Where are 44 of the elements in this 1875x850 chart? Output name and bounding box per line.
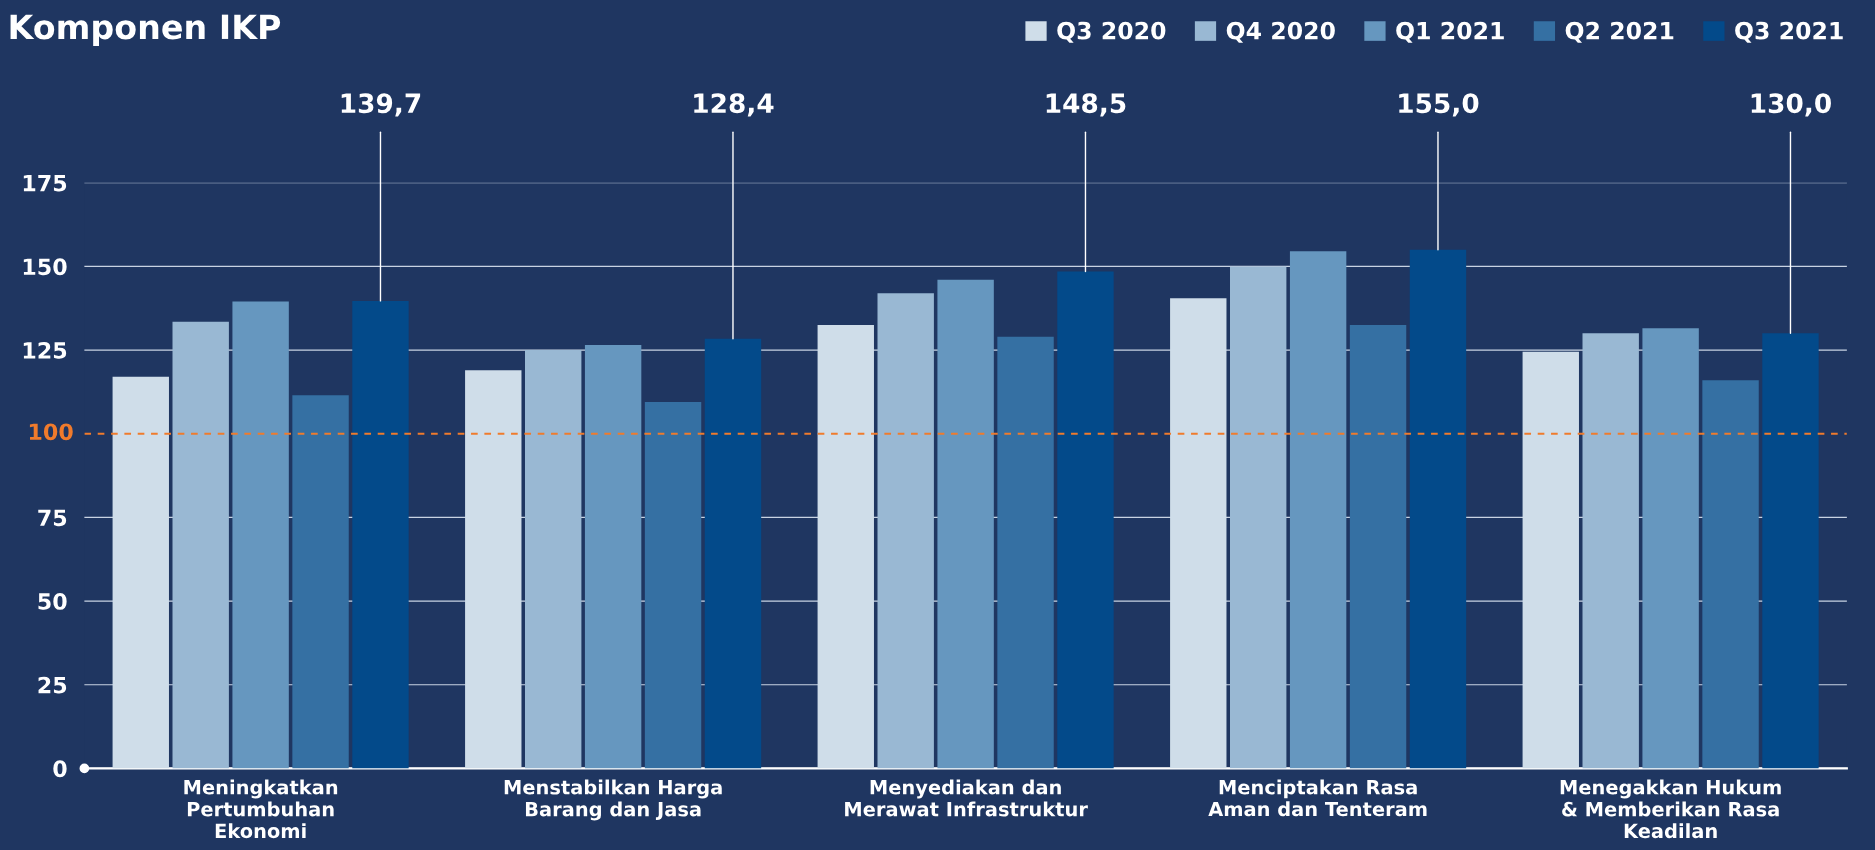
bar [525, 350, 582, 769]
y-tick-label: 125 [23, 342, 67, 359]
bar [172, 321, 229, 769]
y-tick-label: 25 [38, 676, 67, 694]
legend-label: Q1 2021 [1396, 21, 1504, 43]
x-tick-label: Menyediakan dan Merawat Infrastruktur [845, 779, 1088, 817]
bar [1057, 271, 1114, 769]
y-tick-label: 0 [53, 760, 67, 778]
y-tick-label: 175 [23, 174, 67, 192]
bar [704, 338, 762, 769]
bar [584, 345, 642, 769]
bar [937, 279, 994, 769]
bar [352, 300, 409, 769]
legend-label: Q4 2020 [1226, 21, 1335, 43]
bar [1582, 333, 1639, 769]
bar [1289, 251, 1347, 769]
data-label: 128,4 [694, 93, 774, 117]
data-label: 155,0 [1399, 93, 1479, 117]
bar [877, 293, 934, 769]
chart-title: Komponen IKP [10, 14, 281, 46]
y-tick-label: 150 [23, 258, 67, 276]
x-tick-label: Menciptakan Rasa Aman dan Tenteram [1208, 779, 1427, 817]
bar [1642, 328, 1699, 769]
legend-label: Q2 2021 [1565, 21, 1674, 43]
ref-line-label: 100 [29, 423, 73, 441]
bar [644, 401, 702, 769]
y-tick-label: 50 [38, 593, 67, 610]
bar [232, 301, 289, 769]
data-label: 130,0 [1751, 93, 1831, 117]
x-tick-label: Meningkatkan Pertumbuhan Ekonomi [184, 779, 338, 839]
bar [1349, 324, 1407, 769]
x-tick-label: Menstabilkan Harga Barang dan Jasa [504, 779, 722, 821]
bar [1230, 266, 1287, 769]
bar [997, 336, 1054, 769]
x-tick-label: Menegakkan Hukum & Memberikan Rasa Keadilan [1560, 779, 1781, 839]
bar [1409, 249, 1467, 769]
bar [1702, 380, 1759, 769]
bar [1762, 333, 1819, 769]
data-label: 139,7 [341, 93, 421, 117]
legend-label: Q3 2021 [1735, 21, 1843, 43]
data-label: 148,5 [1046, 93, 1126, 117]
legend-label: Q3 2020 [1057, 21, 1166, 43]
bar [292, 395, 349, 769]
y-tick-label: 75 [38, 509, 67, 527]
